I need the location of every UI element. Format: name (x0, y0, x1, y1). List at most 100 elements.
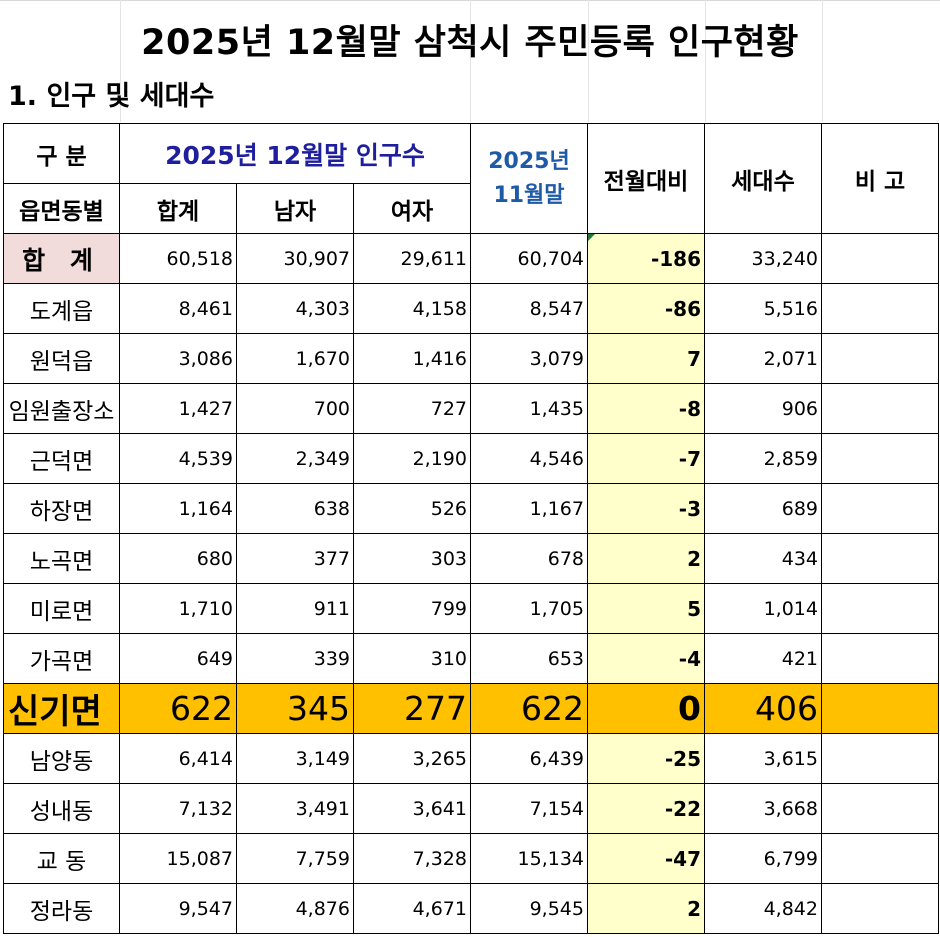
cell-male[interactable]: 1,670 (236, 333, 354, 384)
header-prev-month[interactable]: 2025년 11월말 (470, 123, 588, 234)
cell-change[interactable]: -86 (587, 283, 705, 334)
cell-prev[interactable]: 4,546 (470, 433, 588, 484)
cell-total[interactable]: 1,427 (119, 383, 237, 434)
cell-households[interactable]: 434 (704, 533, 822, 584)
cell-households[interactable]: 1,014 (704, 583, 822, 634)
header-region[interactable]: 읍면동별 (3, 183, 120, 234)
cell-total[interactable]: 680 (119, 533, 237, 584)
cell-total[interactable]: 622 (119, 683, 237, 734)
region-name[interactable]: 근덕면 (3, 433, 120, 484)
cell-total[interactable]: 3,086 (119, 333, 237, 384)
cell-note[interactable] (821, 583, 939, 634)
cell-prev[interactable]: 678 (470, 533, 588, 584)
cell-note[interactable] (821, 833, 939, 884)
cell-prev[interactable]: 9,545 (470, 883, 588, 934)
region-name[interactable]: 합 계 (3, 233, 120, 284)
cell-change[interactable]: 2 (587, 533, 705, 584)
cell-male[interactable]: 339 (236, 633, 354, 684)
cell-households[interactable]: 689 (704, 483, 822, 534)
cell-male[interactable]: 4,876 (236, 883, 354, 934)
cell-change[interactable]: -8 (587, 383, 705, 434)
cell-note[interactable] (821, 433, 939, 484)
cell-total[interactable]: 9,547 (119, 883, 237, 934)
cell-total[interactable]: 4,539 (119, 433, 237, 484)
cell-male[interactable]: 345 (236, 683, 354, 734)
header-current-group[interactable]: 2025년 12월말 인구수 (119, 123, 471, 184)
region-name[interactable]: 성내동 (3, 783, 120, 834)
cell-change[interactable]: -22 (587, 783, 705, 834)
cell-female[interactable]: 4,158 (353, 283, 471, 334)
cell-households[interactable]: 4,842 (704, 883, 822, 934)
region-name[interactable]: 가곡면 (3, 633, 120, 684)
cell-female[interactable]: 3,641 (353, 783, 471, 834)
cell-female[interactable]: 526 (353, 483, 471, 534)
cell-prev[interactable]: 60,704 (470, 233, 588, 284)
cell-total[interactable]: 6,414 (119, 733, 237, 784)
cell-change[interactable]: -186 (587, 233, 705, 284)
region-name[interactable]: 미로면 (3, 583, 120, 634)
cell-female[interactable]: 727 (353, 383, 471, 434)
cell-prev[interactable]: 653 (470, 633, 588, 684)
cell-note[interactable] (821, 883, 939, 934)
cell-households[interactable]: 421 (704, 633, 822, 684)
cell-male[interactable]: 7,759 (236, 833, 354, 884)
cell-note[interactable] (821, 233, 939, 284)
cell-male[interactable]: 3,149 (236, 733, 354, 784)
region-name[interactable]: 원덕읍 (3, 333, 120, 384)
cell-prev[interactable]: 6,439 (470, 733, 588, 784)
cell-note[interactable] (821, 783, 939, 834)
cell-change[interactable]: -47 (587, 833, 705, 884)
cell-female[interactable]: 29,611 (353, 233, 471, 284)
cell-note[interactable] (821, 633, 939, 684)
cell-change[interactable]: -7 (587, 433, 705, 484)
cell-prev[interactable]: 1,435 (470, 383, 588, 434)
cell-households[interactable]: 33,240 (704, 233, 822, 284)
cell-male[interactable]: 3,491 (236, 783, 354, 834)
cell-male[interactable]: 2,349 (236, 433, 354, 484)
cell-female[interactable]: 4,671 (353, 883, 471, 934)
cell-male[interactable]: 911 (236, 583, 354, 634)
cell-note[interactable] (821, 283, 939, 334)
cell-note[interactable] (821, 333, 939, 384)
cell-female[interactable]: 3,265 (353, 733, 471, 784)
cell-prev[interactable]: 15,134 (470, 833, 588, 884)
cell-total[interactable]: 60,518 (119, 233, 237, 284)
cell-note[interactable] (821, 533, 939, 584)
header-female[interactable]: 여자 (353, 183, 471, 234)
cell-total[interactable]: 15,087 (119, 833, 237, 884)
cell-female[interactable]: 799 (353, 583, 471, 634)
header-male[interactable]: 남자 (236, 183, 354, 234)
header-households[interactable]: 세대수 (704, 123, 822, 234)
cell-note[interactable] (821, 683, 939, 734)
region-name[interactable]: 정라동 (3, 883, 120, 934)
header-note[interactable]: 비 고 (821, 123, 939, 234)
region-name[interactable]: 신기면 (3, 683, 120, 734)
region-name[interactable]: 임원출장소 (3, 383, 120, 434)
cell-female[interactable]: 277 (353, 683, 471, 734)
region-name[interactable]: 교 동 (3, 833, 120, 884)
header-change[interactable]: 전월대비 (587, 123, 705, 234)
cell-prev[interactable]: 7,154 (470, 783, 588, 834)
cell-male[interactable]: 30,907 (236, 233, 354, 284)
cell-prev[interactable]: 8,547 (470, 283, 588, 334)
cell-total[interactable]: 1,710 (119, 583, 237, 634)
region-name[interactable]: 도계읍 (3, 283, 120, 334)
cell-change[interactable]: -4 (587, 633, 705, 684)
cell-households[interactable]: 2,859 (704, 433, 822, 484)
cell-households[interactable]: 6,799 (704, 833, 822, 884)
region-name[interactable]: 남양동 (3, 733, 120, 784)
cell-change[interactable]: -3 (587, 483, 705, 534)
cell-male[interactable]: 700 (236, 383, 354, 434)
cell-households[interactable]: 3,615 (704, 733, 822, 784)
cell-households[interactable]: 406 (704, 683, 822, 734)
cell-male[interactable]: 377 (236, 533, 354, 584)
cell-note[interactable] (821, 383, 939, 434)
cell-total[interactable]: 649 (119, 633, 237, 684)
header-total[interactable]: 합계 (119, 183, 237, 234)
cell-prev[interactable]: 1,705 (470, 583, 588, 634)
cell-change[interactable]: 0 (587, 683, 705, 734)
cell-total[interactable]: 1,164 (119, 483, 237, 534)
cell-male[interactable]: 638 (236, 483, 354, 534)
cell-households[interactable]: 3,668 (704, 783, 822, 834)
cell-female[interactable]: 310 (353, 633, 471, 684)
